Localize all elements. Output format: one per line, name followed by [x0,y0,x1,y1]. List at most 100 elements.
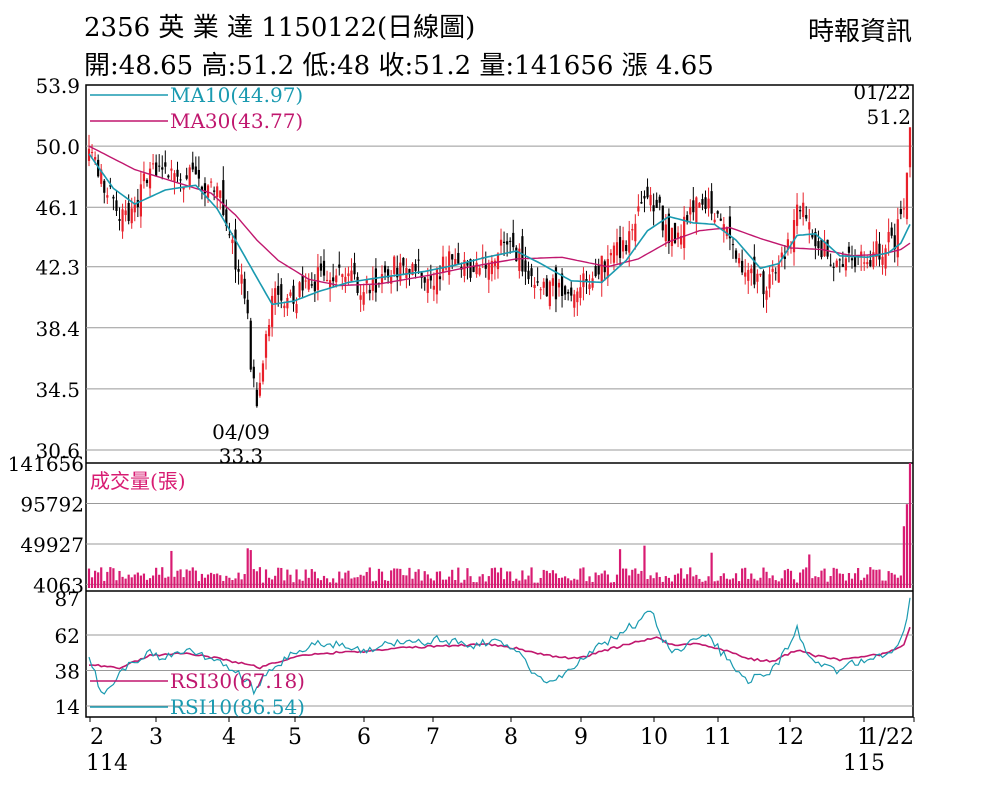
volume-bar [710,552,713,588]
volume-bar [756,580,759,588]
volume-bar [606,574,609,588]
volume-bar [557,578,561,588]
candle-body [475,262,478,275]
volume-bar [518,580,521,588]
volume-tick-label: 141656 [8,452,84,476]
candle-body [209,181,213,183]
volume-bar [545,570,548,588]
volume-bar [173,576,176,588]
volume-bar [780,578,783,588]
candle-body [838,259,841,261]
volume-bar [191,567,194,588]
candle-body [841,264,844,267]
rsi10-line [88,597,911,696]
volume-bar [872,569,875,588]
ma30-line [88,145,911,287]
volume-bar [411,578,414,588]
volume-bar [560,577,564,588]
volume-tick-label: 49927 [20,533,84,557]
volume-bar [582,567,585,588]
candle-body [597,265,600,275]
candle-body [515,247,518,262]
volume-bar [829,576,832,588]
x-tick-label: 6 [357,725,371,750]
volume-bar [890,572,893,588]
volume-bar [472,582,475,588]
candle-body [200,186,204,191]
volume-bar [112,568,115,588]
volume-bar [87,568,91,588]
volume-bar [521,570,524,588]
candle-body [344,276,347,282]
volume-bar [734,573,738,588]
candle-body [365,279,368,284]
volume-bar [844,580,848,588]
candle-body [564,286,567,295]
candle-body [551,278,555,286]
candle-body [191,162,194,170]
volume-bar [182,577,185,588]
candle-body [396,267,399,278]
volume-bar [188,570,191,588]
volume-bar [548,573,551,588]
candle-body [301,275,304,291]
volume-bar [695,574,698,588]
candle-body [679,235,683,245]
candle-body [771,268,774,272]
candle-body [179,179,182,181]
candle-body [310,284,313,286]
volume-bar [896,577,899,588]
volume-bar [319,580,323,588]
ma10-line [88,153,911,306]
candle-body [130,208,133,224]
rsi-tick-label: 38 [55,659,80,683]
rsi30-line [88,626,911,670]
candle-body [313,281,316,292]
candle-body [307,279,310,290]
candle-body [121,209,124,232]
volume-bar [158,574,161,588]
volume-bar [502,579,506,588]
candle-body [832,266,835,268]
candle-body [295,304,298,314]
volume-bar [130,577,133,588]
candle-body [338,264,341,268]
candle-body [814,231,817,247]
volume-bar [750,573,753,588]
candle-body [255,389,258,407]
volume-bar [658,576,661,588]
candle-body [533,284,536,288]
volume-bar [338,571,341,588]
candle-body [646,186,649,198]
candle-body [887,231,890,243]
candle-body [237,268,240,272]
candle-body [423,277,426,283]
volume-bar [686,574,689,588]
candle-body [527,270,530,280]
rsi-tick-label: 14 [55,695,80,719]
volume-bar [148,578,152,588]
candle-body [673,222,677,243]
candle-body [151,163,155,165]
candle-body [866,262,869,265]
candle-body [185,175,188,179]
volume-bar [136,572,139,588]
candle-body [332,277,335,282]
candle-body [582,273,585,288]
x-tick-label: 10 [640,725,668,750]
volume-bar [515,578,518,588]
volume-bar [496,572,500,588]
volume-bar [176,570,179,588]
volume-bar [118,570,121,588]
candle-body [576,291,579,303]
volume-bar [438,571,442,588]
candle-body [808,222,811,230]
volume-bar [332,578,335,588]
x-tick-year-label: 115 [843,751,885,776]
volume-bar [435,571,439,588]
candle-body [127,202,130,221]
volume-bar [499,567,503,588]
volume-bar [792,579,796,588]
volume-bar [646,579,649,588]
candle-body [701,199,704,205]
